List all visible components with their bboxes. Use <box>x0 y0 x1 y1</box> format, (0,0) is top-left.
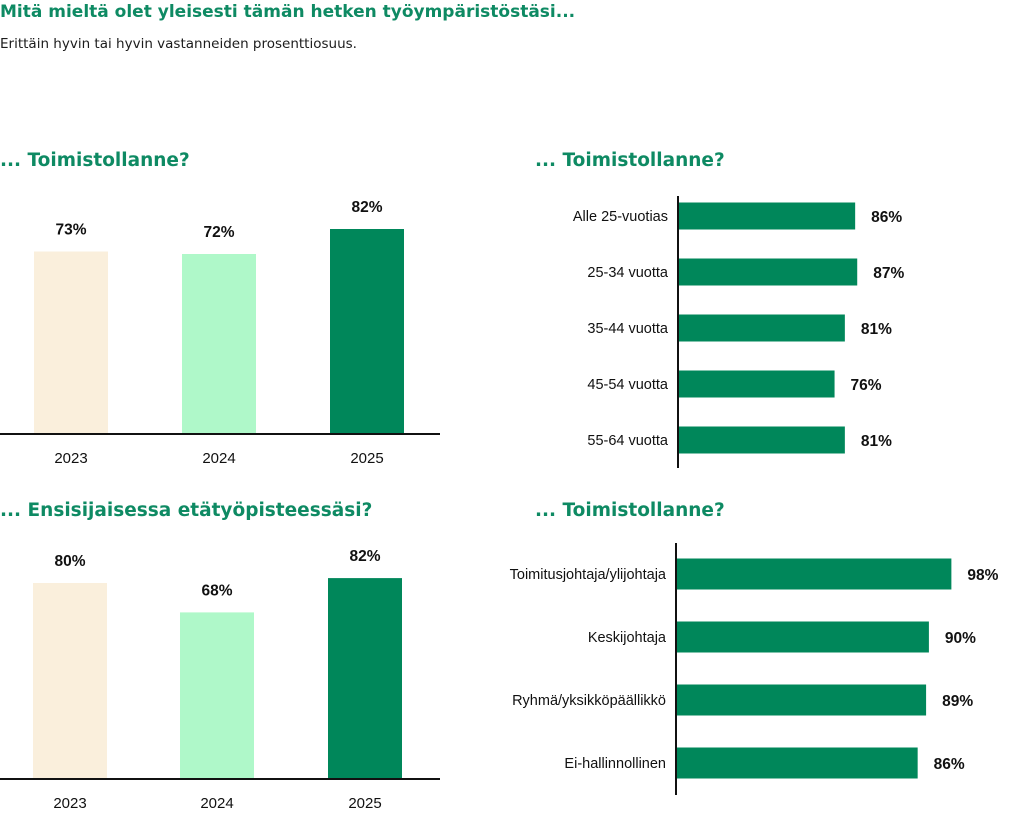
x-tick-label: 2025 <box>348 795 381 812</box>
x-tick-label: 2024 <box>202 450 235 467</box>
bar-chart-office-by-year: 73% 2023 72% 2024 82% 2025 <box>0 199 440 467</box>
category-label: Toimitusjohtaja/ylijohtaja <box>510 567 667 583</box>
bar-value-label: 81% <box>861 321 892 338</box>
category-label: 35-44 vuotta <box>587 321 669 337</box>
page-title: Mitä mieltä olet yleisesti tämän hetken … <box>0 2 576 22</box>
chart-panel-remote-by-year: ... Ensisijaisessa etätyöpisteessäsi? 80… <box>0 500 500 820</box>
bar <box>678 426 845 454</box>
chart-title: ... Toimistollanne? <box>0 150 190 171</box>
bar <box>678 202 856 230</box>
bar-value-label: 76% <box>851 377 882 394</box>
bar-chart-office-by-age: Alle 25-vuotias 86% 25-34 vuotta 87% 35-44 v… <box>573 196 904 468</box>
chart-panel-office-by-role: ... Toimistollanne? Toimitusjohtaja/ylij… <box>510 500 1024 820</box>
category-label: Ei-hallinnollinen <box>564 756 666 772</box>
chart-title: ... Ensisijaisessa etätyöpisteessäsi? <box>0 500 373 521</box>
x-tick-label: 2023 <box>53 795 86 812</box>
x-tick-label: 2023 <box>54 450 87 467</box>
category-label: 45-54 vuotta <box>587 377 669 393</box>
chart-panel-office-by-age: ... Toimistollanne? Alle 25-vuotias 86% 25… <box>535 150 1024 470</box>
category-label: 25-34 vuotta <box>587 265 669 281</box>
x-tick-label: 2024 <box>200 795 233 812</box>
bar <box>33 583 107 779</box>
bar <box>678 314 845 342</box>
category-label: Ryhmä/yksikköpäällikkö <box>512 693 666 709</box>
bar-chart-office-by-role: Toimitusjohtaja/ylijohtaja 98% Keskijohtaj… <box>510 543 999 795</box>
x-tick-label: 2025 <box>350 450 383 467</box>
bar-value-label: 86% <box>871 209 902 226</box>
bar <box>676 684 927 716</box>
bar-value-label: 81% <box>861 433 892 450</box>
chart-title: ... Toimistollanne? <box>535 150 725 171</box>
category-label: Keskijohtaja <box>588 630 667 646</box>
bar <box>34 251 108 434</box>
bar-value-label: 80% <box>54 553 85 570</box>
bar <box>676 558 952 590</box>
chart-panel-office-by-year: ... Toimistollanne? 73% 2023 72% 2024 82% 202… <box>0 150 500 470</box>
page-subtitle: Erittäin hyvin tai hyvin vastanneiden pr… <box>0 36 357 52</box>
bar-value-label: 98% <box>967 567 998 584</box>
bar <box>676 747 918 779</box>
bar-value-label: 73% <box>55 222 86 239</box>
bar <box>328 578 402 779</box>
bar-chart-remote-by-year: 80% 2023 68% 2024 82% 2025 <box>0 548 440 812</box>
bar <box>330 229 404 434</box>
category-label: 55-64 vuotta <box>587 433 669 449</box>
bar <box>678 370 835 398</box>
bar <box>182 254 256 434</box>
bar <box>678 258 858 286</box>
bar-value-label: 90% <box>945 630 976 647</box>
category-label: Alle 25-vuotias <box>573 209 668 225</box>
bar-value-label: 68% <box>201 582 232 599</box>
bar-value-label: 86% <box>934 756 965 773</box>
bar-value-label: 82% <box>351 199 382 216</box>
bar-value-label: 82% <box>349 548 380 565</box>
bar <box>180 612 254 779</box>
bar-value-label: 89% <box>942 693 973 710</box>
bar-value-label: 72% <box>203 224 234 241</box>
bar <box>676 621 929 653</box>
chart-title: ... Toimistollanne? <box>535 500 725 521</box>
bar-value-label: 87% <box>873 265 904 282</box>
